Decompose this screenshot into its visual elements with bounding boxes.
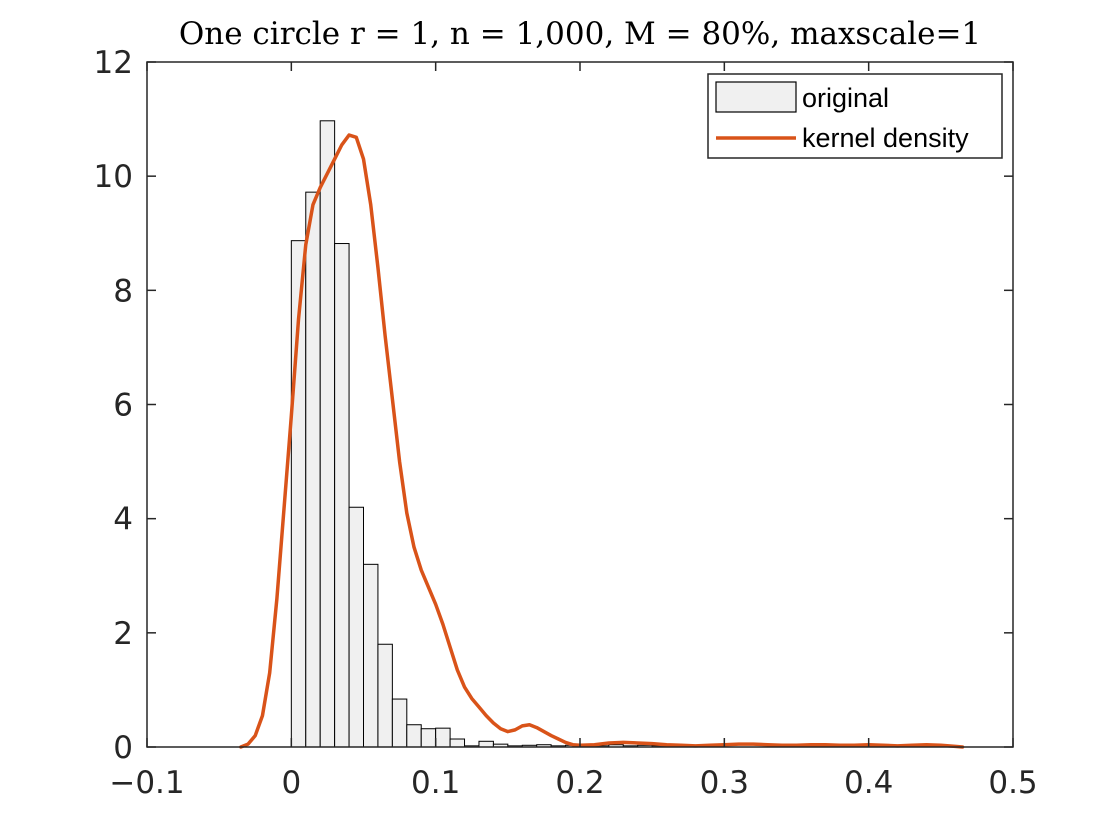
histogram-bar-6 (377, 643, 393, 748)
y-tick-label-2: 4 (113, 502, 133, 538)
x-tick-label-6: 0.5 (988, 765, 1037, 801)
kde-line-layer (239, 133, 965, 749)
histogram-bar-10 (435, 727, 451, 748)
y-tick-label-5: 10 (94, 159, 133, 195)
histogram-bar-13 (478, 740, 494, 748)
histogram-bar-4 (348, 506, 365, 748)
histogram-bar-11 (449, 738, 466, 748)
legend-label-original: original (802, 83, 889, 113)
legend-label-kernel-density: kernel density (802, 123, 969, 153)
legend-swatch-original (715, 81, 797, 113)
y-tick-label-6: 12 (94, 45, 133, 81)
x-tick-label-1: 0 (281, 765, 301, 801)
histogram-bar-1 (305, 191, 321, 748)
legend: original kernel density (707, 73, 1003, 159)
histogram-bar-9 (420, 728, 437, 748)
y-tick-label-3: 6 (113, 388, 133, 424)
y-tick-label-0: 0 (113, 730, 133, 766)
histogram-bar-7 (391, 698, 408, 748)
x-tick-label-3: 0.2 (555, 765, 604, 801)
chart-title: One circle r = 1, n = 1,000, M = 80%, ma… (179, 16, 981, 52)
y-tick-label-4: 8 (113, 273, 133, 309)
axes (146, 61, 1014, 748)
histogram-bars (290, 120, 682, 748)
histogram-bar-2 (319, 120, 336, 748)
histogram-bar-8 (406, 724, 422, 748)
x-tick-label-4: 0.3 (700, 765, 749, 801)
kernel-density-line (239, 133, 965, 749)
histogram-bar-3 (334, 243, 350, 748)
y-tick-label-1: 2 (113, 616, 133, 652)
histogram-bar-5 (363, 563, 379, 748)
x-tick-label-5: 0.4 (844, 765, 893, 801)
x-tick-label-0: −0.1 (109, 765, 184, 801)
x-tick-label-2: 0.1 (411, 765, 460, 801)
